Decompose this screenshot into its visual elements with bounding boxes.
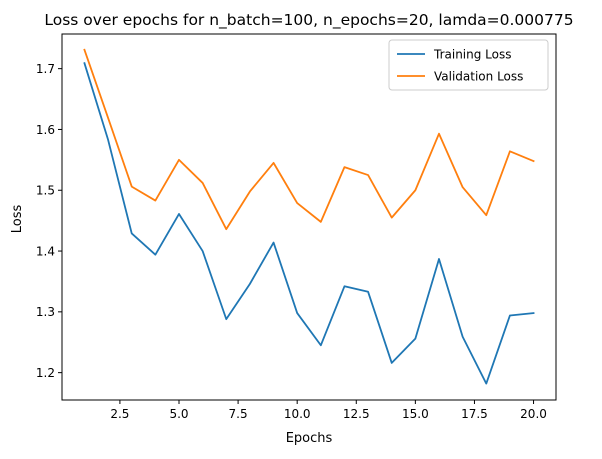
x-tick-label: 15.0 bbox=[402, 407, 429, 421]
x-tick-label: 7.5 bbox=[229, 407, 248, 421]
x-tick-label: 20.0 bbox=[520, 407, 547, 421]
axes-frame bbox=[61, 33, 557, 401]
series-line-training-loss bbox=[83, 62, 535, 385]
plot-layer bbox=[83, 48, 535, 385]
y-tick-label: 1.2 bbox=[36, 366, 55, 380]
y-axis-label: Loss bbox=[10, 205, 25, 234]
x-tick-label: 12.5 bbox=[343, 407, 370, 421]
legend-box bbox=[388, 39, 549, 91]
x-axis-label: Epochs bbox=[286, 431, 333, 446]
y-tick-label: 1.6 bbox=[36, 123, 55, 137]
y-tick-label: 1.3 bbox=[36, 305, 55, 319]
x-tick-label: 17.5 bbox=[461, 407, 488, 421]
x-tick-label: 5.0 bbox=[169, 407, 188, 421]
x-tick-label: 10.0 bbox=[284, 407, 311, 421]
x-tick-label: 2.5 bbox=[110, 407, 129, 421]
y-tick-label: 1.5 bbox=[36, 184, 55, 198]
series-line-validation-loss bbox=[83, 48, 535, 231]
legend-label-validation-loss: Validation Loss bbox=[434, 70, 523, 84]
legend-label-training-loss: Training Loss bbox=[433, 48, 511, 62]
chart-title: Loss over epochs for n_batch=100, n_epoc… bbox=[44, 11, 573, 30]
y-tick-label: 1.4 bbox=[36, 244, 55, 258]
y-tick-label: 1.7 bbox=[36, 62, 55, 76]
axes-layer: 2.5 5.0 7.5 10.0 12.5 15.0 17.5 20.0 1.2 1.3 1.4 1.… bbox=[36, 33, 557, 421]
legend: Training Loss Validation Loss bbox=[388, 39, 549, 91]
